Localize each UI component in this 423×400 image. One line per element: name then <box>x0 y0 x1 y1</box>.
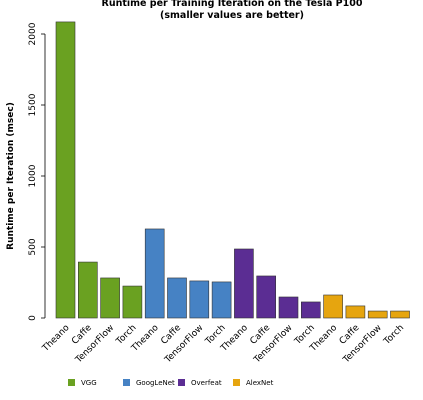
bar <box>323 294 343 319</box>
bar <box>345 305 366 319</box>
bar <box>367 310 388 319</box>
legend-swatch <box>123 379 130 386</box>
bar <box>390 310 410 319</box>
y-tick-label: 1000 <box>28 164 38 187</box>
chart-title: Runtime per Training Iteration on the Te… <box>102 0 363 9</box>
chart-subtitle: (smaller values are better) <box>160 10 304 21</box>
legend-swatch <box>233 379 240 386</box>
bar <box>278 296 299 319</box>
bar <box>234 248 254 319</box>
legend-swatch <box>68 379 75 386</box>
bar <box>78 261 98 319</box>
bar <box>300 301 321 319</box>
y-tick-label: 1500 <box>28 93 38 116</box>
y-axis-label: Runtime per Iteration (msec) <box>6 102 16 250</box>
bar <box>211 281 232 319</box>
legend-label: GoogLeNet <box>136 379 175 387</box>
y-tick-label: 0 <box>28 315 38 321</box>
bar <box>144 228 165 319</box>
bar <box>100 277 120 319</box>
bar <box>167 277 187 319</box>
legend-label: AlexNet <box>246 379 274 387</box>
bar <box>55 21 76 319</box>
legend-label: VGG <box>81 379 97 387</box>
bar <box>189 280 210 319</box>
y-tick-label: 500 <box>28 238 38 255</box>
legend-label: Overfeat <box>191 379 222 387</box>
bar <box>256 275 277 319</box>
legend-swatch <box>178 379 185 386</box>
x-tick-label: Theano <box>40 323 72 355</box>
x-tick-label: Torch <box>382 323 406 347</box>
y-tick-label: 2000 <box>28 22 38 45</box>
bar <box>122 285 143 319</box>
